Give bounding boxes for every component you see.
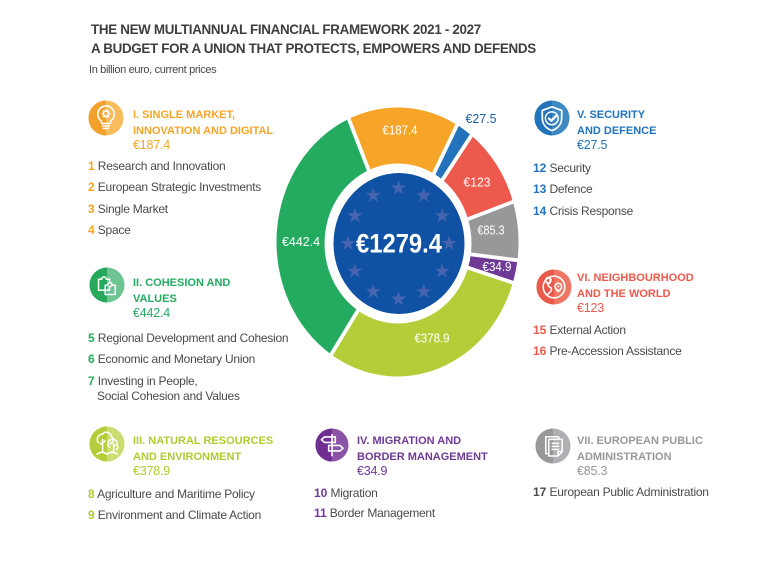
svg-text:€187.4: €187.4	[383, 123, 418, 138]
svg-text:€27.5: €27.5	[466, 111, 497, 126]
svg-text:€442.4: €442.4	[282, 234, 320, 249]
svg-text:€378.9: €378.9	[415, 331, 450, 346]
svg-text:€34.9: €34.9	[483, 259, 512, 274]
svg-text:€123: €123	[464, 175, 491, 190]
svg-text:€85.3: €85.3	[478, 223, 505, 238]
svg-text:€1279.4: €1279.4	[356, 229, 442, 259]
